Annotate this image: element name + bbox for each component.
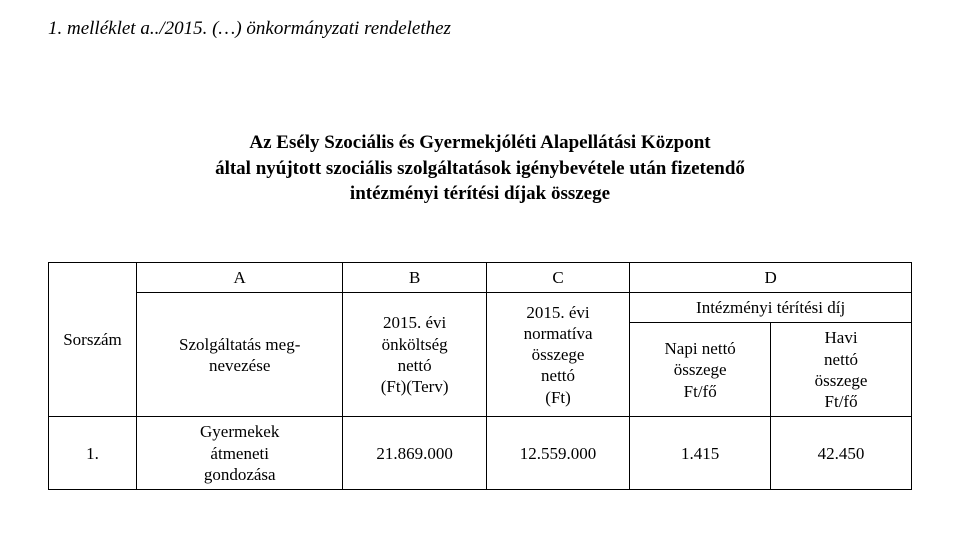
cell-num: 1. [49,417,137,490]
header-onkoltseg: 2015. éviönköltségnettó(Ft)(Terv) [343,293,486,417]
title-line: Az Esély Szociális és Gyermekjóléti Alap… [58,130,902,156]
cell-normativa: 12.559.000 [486,417,629,490]
table-header-row: Szolgáltatás meg-nevezése 2015. éviönköl… [49,293,912,323]
col-letter: D [630,262,912,292]
cell-onkoltseg: 21.869.000 [343,417,486,490]
col-letter: B [343,262,486,292]
header-szolgaltatas: Szolgáltatás meg-nevezése [136,293,342,417]
header-normativa: 2015. évinormatívaösszegenettó(Ft) [486,293,629,417]
cell-napi: 1.415 [630,417,771,490]
header-napi: Napi nettóösszegeFt/fő [630,323,771,417]
cell-havi: 42.450 [771,417,912,490]
fees-table: Sorszám A B C D Szolgáltatás meg-nevezés… [48,262,912,490]
cell-name: Gyermekekátmenetigondozása [136,417,342,490]
header-sorszam: Sorszám [49,262,137,417]
title-line: intézményi térítési díjak összege [58,181,902,207]
table-row: 1. Gyermekekátmenetigondozása 21.869.000… [49,417,912,490]
table-letter-row: Sorszám A B C D [49,262,912,292]
document-title: Az Esély Szociális és Gyermekjóléti Alap… [48,130,912,207]
header-havi: HavinettóösszegeFt/fő [771,323,912,417]
title-line: által nyújtott szociális szolgáltatások … [58,156,902,182]
col-letter: A [136,262,342,292]
header-note: 1. melléklet a../2015. (…) önkormányzati… [48,18,912,40]
col-letter: C [486,262,629,292]
header-intezmenyi: Intézményi térítési díj [630,293,912,323]
